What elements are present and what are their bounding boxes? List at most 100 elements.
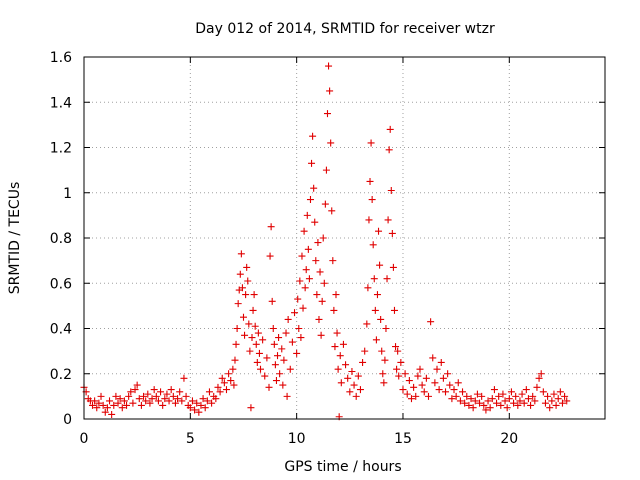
data-point bbox=[103, 404, 111, 412]
data-point bbox=[232, 340, 240, 348]
data-point bbox=[514, 401, 522, 409]
data-point bbox=[314, 239, 322, 247]
data-point bbox=[505, 395, 513, 403]
data-point bbox=[237, 250, 245, 258]
data-point bbox=[529, 392, 537, 400]
data-point bbox=[454, 379, 462, 387]
data-point bbox=[271, 361, 279, 369]
data-point bbox=[369, 241, 377, 249]
data-point bbox=[373, 291, 381, 299]
data-point bbox=[261, 372, 269, 380]
data-point bbox=[337, 379, 345, 387]
data-point bbox=[410, 383, 418, 391]
data-point bbox=[303, 211, 311, 219]
data-point bbox=[531, 397, 539, 405]
data-point bbox=[412, 392, 420, 400]
data-point bbox=[317, 331, 325, 339]
data-point bbox=[110, 401, 118, 409]
data-point bbox=[342, 361, 350, 369]
data-point bbox=[393, 365, 401, 373]
data-point bbox=[329, 257, 337, 265]
data-point bbox=[201, 404, 209, 412]
data-point bbox=[280, 356, 288, 364]
data-point bbox=[216, 388, 224, 396]
x-tick-label: 15 bbox=[394, 431, 412, 447]
data-point bbox=[282, 329, 290, 337]
x-axis: 0 5 10 15 20 bbox=[80, 57, 518, 447]
data-point bbox=[191, 406, 199, 414]
data-point bbox=[382, 325, 390, 332]
data-point bbox=[561, 392, 569, 400]
data-point bbox=[161, 395, 169, 403]
data-point bbox=[495, 392, 503, 400]
data-point bbox=[390, 306, 398, 314]
data-point bbox=[552, 401, 560, 409]
data-point bbox=[293, 349, 301, 357]
data-point bbox=[437, 358, 445, 366]
data-point bbox=[150, 386, 158, 394]
data-point bbox=[297, 334, 305, 342]
data-point bbox=[381, 356, 389, 364]
data-point bbox=[97, 392, 105, 400]
data-point bbox=[550, 390, 558, 398]
data-point bbox=[239, 313, 247, 321]
y-tick-label: 0.4 bbox=[50, 322, 72, 338]
data-point bbox=[278, 345, 286, 353]
data-point bbox=[249, 306, 257, 314]
data-point bbox=[312, 257, 320, 265]
data-point bbox=[220, 379, 228, 387]
data-point bbox=[499, 390, 507, 398]
data-point bbox=[330, 306, 338, 314]
data-point bbox=[315, 315, 323, 323]
data-point bbox=[476, 399, 484, 407]
data-point bbox=[336, 352, 344, 360]
data-point bbox=[388, 229, 396, 237]
data-point bbox=[407, 395, 415, 403]
y-tick-label: 1.4 bbox=[50, 95, 72, 111]
y-tick-label: 1.6 bbox=[50, 50, 72, 66]
data-point bbox=[129, 399, 137, 407]
data-point bbox=[488, 395, 496, 403]
data-point bbox=[167, 386, 175, 394]
grid bbox=[84, 57, 605, 419]
data-point bbox=[541, 399, 549, 407]
data-point bbox=[304, 245, 312, 253]
data-point bbox=[364, 284, 372, 292]
data-point bbox=[368, 196, 376, 204]
data-point bbox=[385, 146, 393, 154]
data-point bbox=[169, 392, 177, 400]
data-point bbox=[497, 401, 505, 409]
data-point bbox=[131, 386, 139, 394]
data-point bbox=[332, 291, 340, 299]
data-point bbox=[229, 365, 237, 373]
data-point bbox=[544, 392, 552, 400]
data-point bbox=[265, 383, 273, 391]
chart-title: Day 012 of 2014, SRMTID for receiver wtz… bbox=[195, 21, 495, 37]
data-point bbox=[325, 62, 333, 70]
y-tick-label: 1.2 bbox=[50, 141, 72, 157]
data-point bbox=[101, 408, 109, 416]
data-point bbox=[493, 399, 501, 407]
data-point bbox=[386, 125, 394, 133]
data-point bbox=[524, 395, 532, 403]
data-point bbox=[148, 395, 156, 403]
data-point bbox=[144, 390, 152, 398]
data-point bbox=[154, 397, 162, 405]
data-point bbox=[323, 110, 331, 118]
data-point bbox=[248, 334, 256, 342]
data-point bbox=[387, 186, 395, 194]
data-point bbox=[195, 408, 203, 416]
data-point bbox=[518, 390, 526, 398]
data-point bbox=[482, 406, 490, 414]
data-point bbox=[288, 338, 296, 346]
data-point bbox=[182, 392, 190, 400]
data-point bbox=[176, 388, 184, 396]
data-point bbox=[120, 397, 128, 405]
data-point bbox=[299, 304, 307, 312]
data-point bbox=[424, 392, 432, 400]
data-point bbox=[146, 399, 154, 407]
data-point bbox=[375, 227, 383, 235]
data-point bbox=[467, 395, 475, 403]
data-point bbox=[444, 370, 452, 378]
